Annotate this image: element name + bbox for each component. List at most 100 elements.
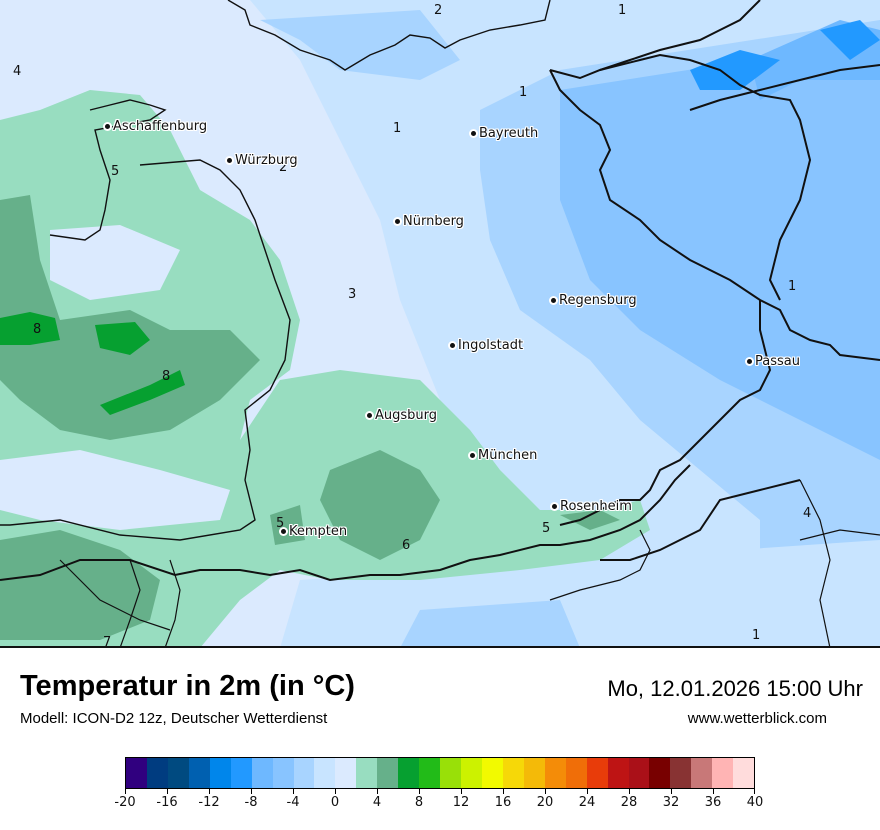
city-name: Aschaffenburg <box>113 119 208 134</box>
colorbar-segment <box>649 758 671 788</box>
colorbar-tick-label: -16 <box>156 795 178 810</box>
city-marker-icon <box>471 131 476 136</box>
city-muenchen: München <box>470 448 537 463</box>
isotherm-label: 8 <box>162 369 171 384</box>
map-canvas <box>0 0 880 648</box>
colorbar-segment <box>272 758 294 788</box>
colorbar-tick-label: 12 <box>452 795 470 810</box>
city-passau: Passau <box>747 354 800 369</box>
colorbar-tick-label: 16 <box>494 795 512 810</box>
isotherm-label: 1 <box>752 628 761 643</box>
colorbar-segment <box>565 758 587 788</box>
city-marker-icon <box>105 124 110 129</box>
colorbar-tick <box>125 789 126 794</box>
website-link[interactable]: www.wetterblick.com <box>687 710 827 727</box>
colorbar-tick-label: 4 <box>372 795 382 810</box>
isotherm-label: 6 <box>402 538 411 553</box>
city-marker-icon <box>552 504 557 509</box>
colorbar-segment <box>544 758 566 788</box>
isotherm-label: 5 <box>276 516 285 531</box>
city-name: Bayreuth <box>479 126 539 141</box>
city-marker-icon <box>395 219 400 224</box>
city-name: Ingolstadt <box>458 338 524 353</box>
city-marker-icon <box>747 359 752 364</box>
colorbar-segment <box>691 758 713 788</box>
colorbar-segment <box>146 758 168 788</box>
city-name: Kempten <box>289 524 348 539</box>
temperature-colorbar <box>125 757 755 789</box>
colorbar-tick-label: -20 <box>114 795 136 810</box>
city-wuerzburg: Würzburg <box>227 153 298 168</box>
city-marker-icon <box>470 453 475 458</box>
isotherm-label: 5 <box>542 521 551 536</box>
colorbar-segment <box>670 758 692 788</box>
colorbar-tick-label: 20 <box>536 795 554 810</box>
colorbar-tick-label: 8 <box>414 795 424 810</box>
colorbar-segment <box>251 758 273 788</box>
city-rosenheim: Rosenheim <box>552 499 632 514</box>
isotherm-label: 2 <box>279 160 288 175</box>
city-name: Regensburg <box>559 293 637 308</box>
colorbar-segment <box>209 758 231 788</box>
colorbar-tick <box>251 789 252 794</box>
colorbar-tick <box>419 789 420 794</box>
colorbar-tick <box>377 789 378 794</box>
colorbar-tick-label: -12 <box>198 795 220 810</box>
colorbar-tick <box>587 789 588 794</box>
city-aschaffenburg: Aschaffenburg <box>105 119 207 134</box>
colorbar-tick <box>335 789 336 794</box>
colorbar-segment <box>293 758 315 788</box>
city-regensburg: Regensburg <box>551 293 637 308</box>
colorbar-segment <box>335 758 357 788</box>
colorbar-tick <box>503 789 504 794</box>
colorbar-segment <box>440 758 461 788</box>
map-bottom-border <box>0 646 880 648</box>
city-name: München <box>478 448 538 463</box>
colorbar-segment <box>230 758 252 788</box>
isotherm-label: 1 <box>519 85 528 100</box>
colorbar-segment <box>628 758 650 788</box>
colorbar-segment <box>356 758 378 788</box>
colorbar-segment <box>712 758 734 788</box>
colorbar-segment <box>377 758 399 788</box>
isotherm-label: 3 <box>348 287 357 302</box>
isotherm-label: 2 <box>434 3 443 18</box>
colorbar-tick <box>293 789 294 794</box>
colorbar-tick <box>545 789 546 794</box>
colorbar-segment <box>126 758 147 788</box>
city-bayreuth: Bayreuth <box>471 126 538 141</box>
forecast-datetime: Mo, 12.01.2026 15:00 Uhr <box>607 676 863 701</box>
colorbar-tick <box>461 789 462 794</box>
colorbar-segment <box>607 758 629 788</box>
colorbar-tick-label: 28 <box>620 795 638 810</box>
colorbar-tick-label: 40 <box>746 795 764 810</box>
colorbar-tick-label: 36 <box>704 795 722 810</box>
colorbar-tick <box>713 789 714 794</box>
city-marker-icon <box>281 529 286 534</box>
chart-title: Temperatur in 2m (in °C) <box>20 670 355 702</box>
city-name: Würzburg <box>235 153 298 168</box>
colorbar-segment <box>188 758 210 788</box>
city-name: Augsburg <box>375 408 438 423</box>
city-nuernberg: Nürnberg <box>395 214 464 229</box>
colorbar-segment <box>502 758 524 788</box>
colorbar-segment <box>461 758 482 788</box>
colorbar-segment <box>481 758 503 788</box>
colorbar-segment <box>523 758 545 788</box>
colorbar-segment <box>398 758 420 788</box>
isotherm-label: 7 <box>103 635 112 648</box>
colorbar-tick-label: 32 <box>662 795 680 810</box>
city-augsburg: Augsburg <box>367 408 437 423</box>
city-marker-icon <box>551 298 556 303</box>
city-marker-icon <box>227 158 232 163</box>
temperature-map: 2 1 4 1 1 5 2 3 8 1 8 5 6 5 4 7 1 Aschaf… <box>0 0 880 648</box>
isotherm-label: 5 <box>111 164 120 179</box>
model-source: Modell: ICON-D2 12z, Deutscher Wetterdie… <box>20 710 328 727</box>
city-ingolstadt: Ingolstadt <box>450 338 523 353</box>
colorbar-tick <box>754 789 755 794</box>
colorbar-tick <box>209 789 210 794</box>
city-marker-icon <box>450 343 455 348</box>
isotherm-label: 4 <box>13 64 22 79</box>
city-kempten: Kempten <box>281 524 347 539</box>
colorbar-tick-label: -4 <box>286 795 300 810</box>
